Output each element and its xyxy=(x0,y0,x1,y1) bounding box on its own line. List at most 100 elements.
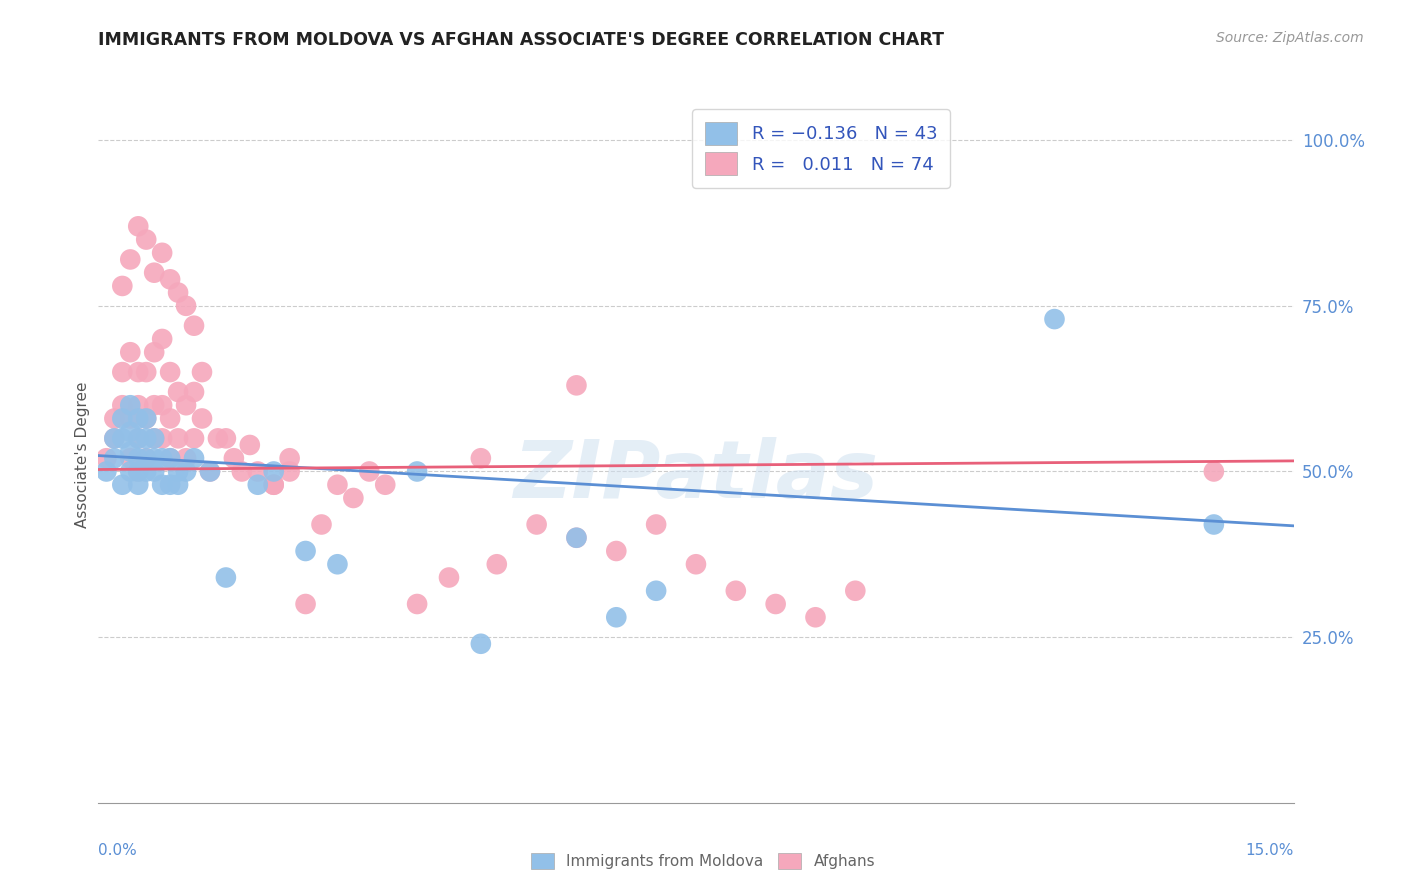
Point xyxy=(111,398,134,412)
Point xyxy=(215,570,238,584)
Point xyxy=(1043,312,1066,326)
Point xyxy=(167,465,190,479)
Point xyxy=(167,477,190,491)
Point xyxy=(470,451,492,466)
Point xyxy=(135,431,157,445)
Point xyxy=(135,411,157,425)
Point xyxy=(143,345,166,359)
Point xyxy=(246,465,269,479)
Point xyxy=(135,451,157,466)
Point xyxy=(294,597,316,611)
Point xyxy=(96,451,118,466)
Point xyxy=(191,365,214,379)
Point xyxy=(359,465,381,479)
Point xyxy=(159,477,181,491)
Point xyxy=(222,451,245,466)
Point xyxy=(183,431,205,445)
Point xyxy=(150,451,173,466)
Point xyxy=(215,431,238,445)
Point xyxy=(159,365,181,379)
Point xyxy=(159,451,181,466)
Point xyxy=(406,465,429,479)
Point xyxy=(127,219,149,234)
Point xyxy=(294,544,316,558)
Point xyxy=(1202,465,1225,479)
Point xyxy=(278,465,301,479)
Point xyxy=(143,465,166,479)
Point xyxy=(311,517,333,532)
Point xyxy=(159,451,181,466)
Text: 15.0%: 15.0% xyxy=(1246,843,1294,858)
Point xyxy=(844,583,866,598)
Point xyxy=(103,431,125,445)
Point xyxy=(120,425,142,439)
Point xyxy=(765,597,787,611)
Point xyxy=(143,451,166,466)
Point xyxy=(645,517,668,532)
Point xyxy=(127,431,149,445)
Point xyxy=(111,431,134,445)
Point xyxy=(263,477,285,491)
Point xyxy=(150,431,173,445)
Y-axis label: Associate's Degree: Associate's Degree xyxy=(75,382,90,528)
Point xyxy=(167,285,190,300)
Point xyxy=(135,411,157,425)
Point xyxy=(406,597,429,611)
Point xyxy=(143,266,166,280)
Point xyxy=(239,438,262,452)
Point xyxy=(246,477,269,491)
Point xyxy=(127,398,149,412)
Point xyxy=(135,365,157,379)
Point xyxy=(127,411,149,425)
Point xyxy=(183,318,205,333)
Text: 0.0%: 0.0% xyxy=(98,843,138,858)
Point xyxy=(127,451,149,466)
Point xyxy=(605,610,627,624)
Point xyxy=(135,233,157,247)
Point xyxy=(207,431,229,445)
Point xyxy=(103,411,125,425)
Point xyxy=(127,465,149,479)
Point xyxy=(183,384,205,399)
Point xyxy=(231,465,253,479)
Point xyxy=(191,411,214,425)
Legend: Immigrants from Moldova, Afghans: Immigrants from Moldova, Afghans xyxy=(524,847,882,875)
Text: Source: ZipAtlas.com: Source: ZipAtlas.com xyxy=(1216,31,1364,45)
Point xyxy=(127,431,149,445)
Text: ZIPatlas: ZIPatlas xyxy=(513,437,879,515)
Point xyxy=(605,544,627,558)
Point xyxy=(120,411,142,425)
Point xyxy=(150,332,173,346)
Point xyxy=(159,272,181,286)
Point xyxy=(135,451,157,466)
Point xyxy=(174,465,197,479)
Point xyxy=(174,299,197,313)
Point xyxy=(263,465,285,479)
Point xyxy=(685,558,707,572)
Point xyxy=(143,431,166,445)
Point xyxy=(1202,517,1225,532)
Point xyxy=(174,451,197,466)
Point xyxy=(135,465,157,479)
Point xyxy=(120,252,142,267)
Point xyxy=(120,465,142,479)
Point xyxy=(127,465,149,479)
Point xyxy=(111,365,134,379)
Point xyxy=(96,465,118,479)
Legend: R = −0.136   N = 43, R =   0.011   N = 74: R = −0.136 N = 43, R = 0.011 N = 74 xyxy=(692,109,950,188)
Point xyxy=(437,570,460,584)
Point xyxy=(120,398,142,412)
Point xyxy=(565,531,588,545)
Point xyxy=(198,465,221,479)
Point xyxy=(127,477,149,491)
Point xyxy=(111,477,134,491)
Text: IMMIGRANTS FROM MOLDOVA VS AFGHAN ASSOCIATE'S DEGREE CORRELATION CHART: IMMIGRANTS FROM MOLDOVA VS AFGHAN ASSOCI… xyxy=(98,31,945,49)
Point xyxy=(645,583,668,598)
Point xyxy=(150,477,173,491)
Point xyxy=(278,451,301,466)
Point xyxy=(120,444,142,458)
Point xyxy=(326,558,349,572)
Point xyxy=(470,637,492,651)
Point xyxy=(143,398,166,412)
Point xyxy=(174,398,197,412)
